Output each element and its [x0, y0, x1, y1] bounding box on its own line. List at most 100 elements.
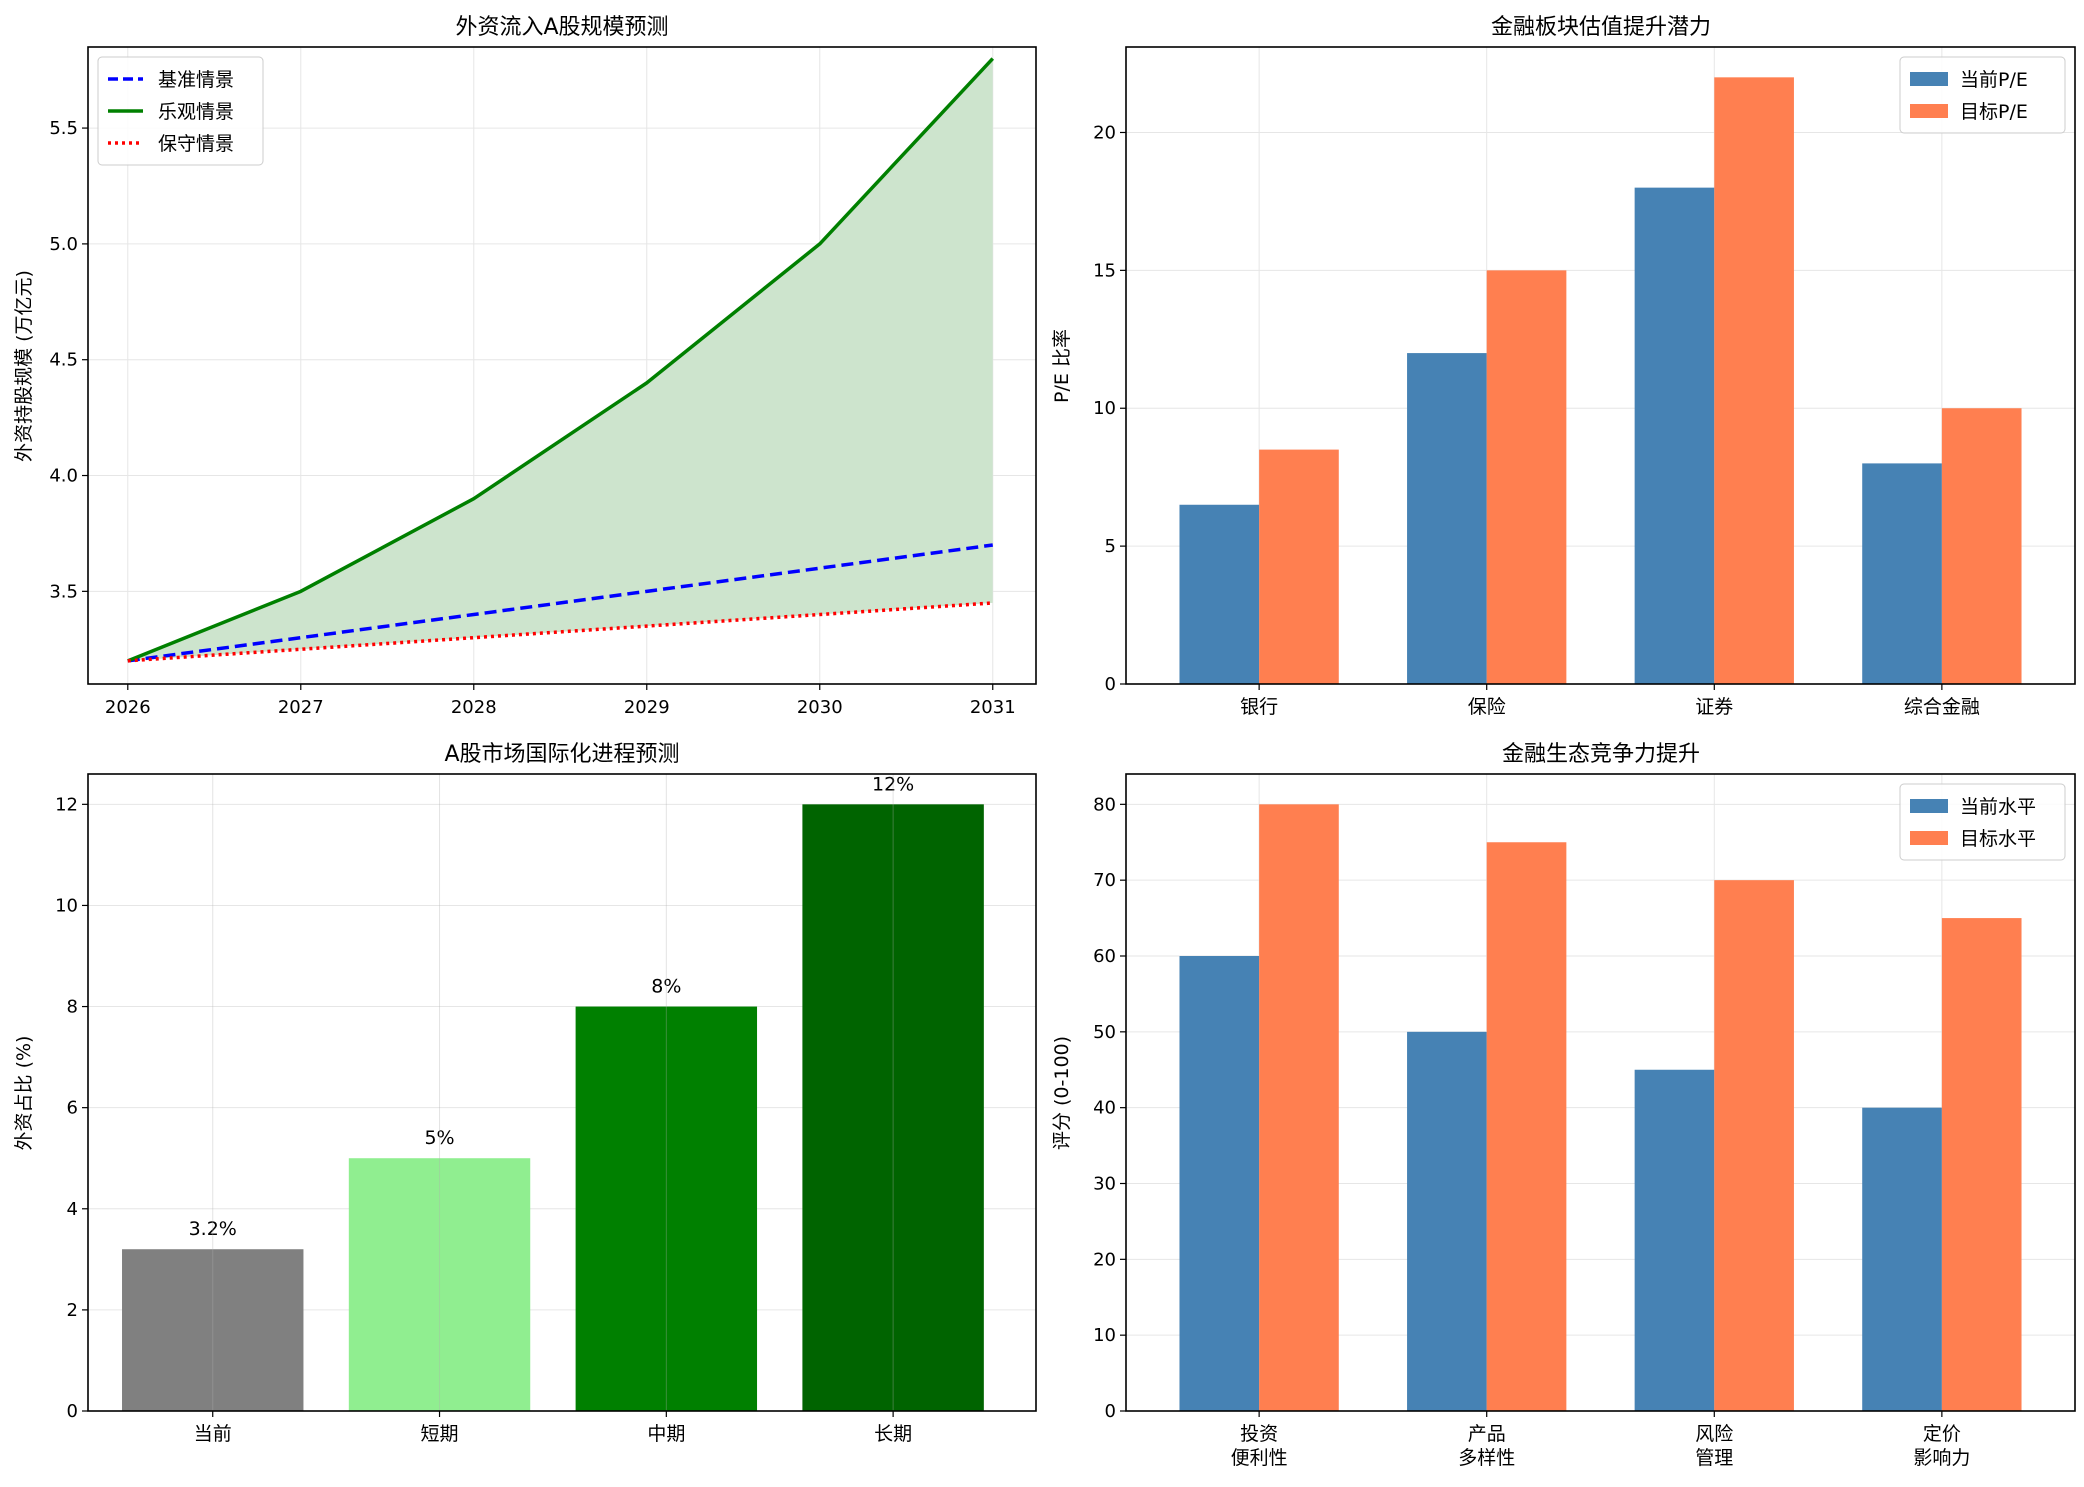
y-axis-label: P/E 比率: [1051, 329, 1073, 403]
bar: [802, 804, 984, 1411]
bar: [1179, 504, 1260, 684]
y-tick-label: 60: [1093, 946, 1116, 967]
bar-chart-pe-valuation: 金融板块估值提升潜力 P/E 比率 银行 保险 证券 综合金融 0 5 10 15 20 当前P…: [1051, 15, 2076, 718]
x-tick-label: 2029: [624, 697, 670, 718]
y-axis-label: 外资持股规模 (万亿元): [13, 270, 35, 462]
x-tick-label: 多样性: [1458, 1447, 1515, 1469]
x-tick-label: 综合金融: [1904, 696, 1980, 718]
legend-swatch: [1910, 799, 1948, 813]
x-tick-label: 2026: [105, 697, 151, 718]
series-line: [127, 601, 993, 663]
y-tick-label: 6: [67, 1098, 78, 1119]
y-tick-label: 5: [1105, 536, 1116, 557]
plot-frame: [87, 773, 1037, 1412]
y-tick-label: 80: [1093, 794, 1116, 815]
bar-chart-internationalization: A股市场国际化进程预测 外资占比 (%) 3.2% 5% 8% 12% 当前 短期 中期 长…: [13, 742, 1037, 1445]
x-tick-label: 风险: [1695, 1423, 1733, 1445]
legend-box: [97, 56, 264, 166]
bar: [1941, 408, 2022, 684]
bar-value-label: 8%: [651, 976, 681, 998]
series-line: [127, 57, 995, 663]
legend-label: 目标P/E: [1960, 101, 2028, 123]
y-axis-label: 评分 (0-100): [1051, 1036, 1073, 1150]
bar: [1486, 842, 1567, 1411]
legend-swatch: [1910, 72, 1948, 86]
y-tick-label: 50: [1093, 1022, 1116, 1043]
legend-swatch: [1910, 104, 1948, 118]
x-tick-label: 产品: [1468, 1423, 1506, 1445]
y-tick-label: 70: [1093, 870, 1116, 891]
x-tick-label: 管理: [1695, 1447, 1733, 1469]
x-tick-label: 2031: [970, 697, 1016, 718]
plot-frame: [87, 46, 1037, 685]
x-tick-label: 当前: [194, 1423, 232, 1445]
y-tick-label: 0: [1105, 674, 1116, 695]
x-tick-label: 长期: [874, 1423, 912, 1445]
bar: [1179, 956, 1260, 1411]
bar: [1259, 449, 1339, 684]
y-tick-label: 10: [1093, 398, 1116, 419]
y-tick-label: 4: [67, 1199, 78, 1220]
bar-value-label: 5%: [424, 1127, 454, 1149]
y-tick-label: 2: [67, 1300, 78, 1321]
y-tick-label: 5.5: [49, 118, 78, 139]
legend-label: 基准情景: [158, 69, 234, 91]
bar: [1862, 1107, 1942, 1411]
y-axis-label: 外资占比 (%): [13, 1036, 35, 1151]
x-tick-label: 银行: [1240, 696, 1278, 718]
bar: [1941, 918, 2022, 1411]
legend-label: 保守情景: [158, 133, 234, 155]
bar: [1634, 187, 1715, 685]
legend-label: 当前P/E: [1960, 69, 2028, 91]
chart-title: A股市场国际化进程预测: [444, 742, 679, 767]
y-tick-label: 10: [55, 895, 78, 916]
x-tick-label: 短期: [421, 1423, 459, 1445]
fill-between-area: [127, 58, 993, 661]
bar-value-label: 3.2%: [189, 1218, 237, 1240]
line-chart-foreign-inflow: 外资流入A股规模预测 外资持股规模 (万亿元) 2026 2027 2028 2029…: [13, 15, 1037, 718]
bar: [122, 1249, 304, 1411]
y-tick-label: 4.5: [49, 350, 78, 371]
y-tick-label: 10: [1093, 1325, 1116, 1346]
legend-label: 当前水平: [1960, 796, 2036, 818]
y-tick-label: 5.0: [49, 234, 78, 255]
y-tick-label: 0: [1105, 1401, 1116, 1422]
plot-frame: [1125, 46, 2076, 685]
bar: [1634, 1069, 1715, 1411]
x-tick-label: 保险: [1468, 696, 1506, 718]
plot-frame: [1125, 773, 2076, 1412]
legend: 当前P/E 目标P/E: [1899, 56, 2066, 134]
bar: [348, 1158, 531, 1411]
legend-label: 目标水平: [1960, 828, 2036, 850]
bar: [1407, 353, 1487, 684]
bar: [575, 1006, 758, 1411]
x-tick-label: 定价: [1923, 1423, 1961, 1445]
series-line: [127, 543, 993, 663]
chart-title: 金融板块估值提升潜力: [1491, 15, 1711, 40]
y-tick-label: 20: [1093, 122, 1116, 143]
bar: [1862, 463, 1942, 684]
bar-value-label: 12%: [872, 773, 914, 795]
bar: [1407, 1031, 1487, 1411]
bar: [1259, 804, 1339, 1411]
x-tick-label: 中期: [647, 1423, 685, 1445]
bar: [1486, 270, 1567, 684]
x-tick-label: 证券: [1695, 696, 1733, 718]
y-tick-label: 30: [1093, 1174, 1116, 1195]
y-tick-label: 4.0: [49, 466, 78, 487]
legend-swatch: [1910, 831, 1948, 845]
y-tick-label: 3.5: [49, 581, 78, 602]
y-tick-label: 15: [1093, 260, 1116, 281]
x-tick-label: 影响力: [1913, 1447, 1970, 1469]
chart-title: 金融生态竞争力提升: [1502, 742, 1700, 767]
x-tick-label: 投资: [1240, 1423, 1278, 1445]
y-tick-label: 12: [55, 794, 78, 815]
x-tick-label: 2030: [797, 697, 843, 718]
legend-label: 乐观情景: [158, 101, 234, 123]
chart-title: 外资流入A股规模预测: [455, 15, 668, 40]
x-tick-label: 2027: [278, 697, 324, 718]
